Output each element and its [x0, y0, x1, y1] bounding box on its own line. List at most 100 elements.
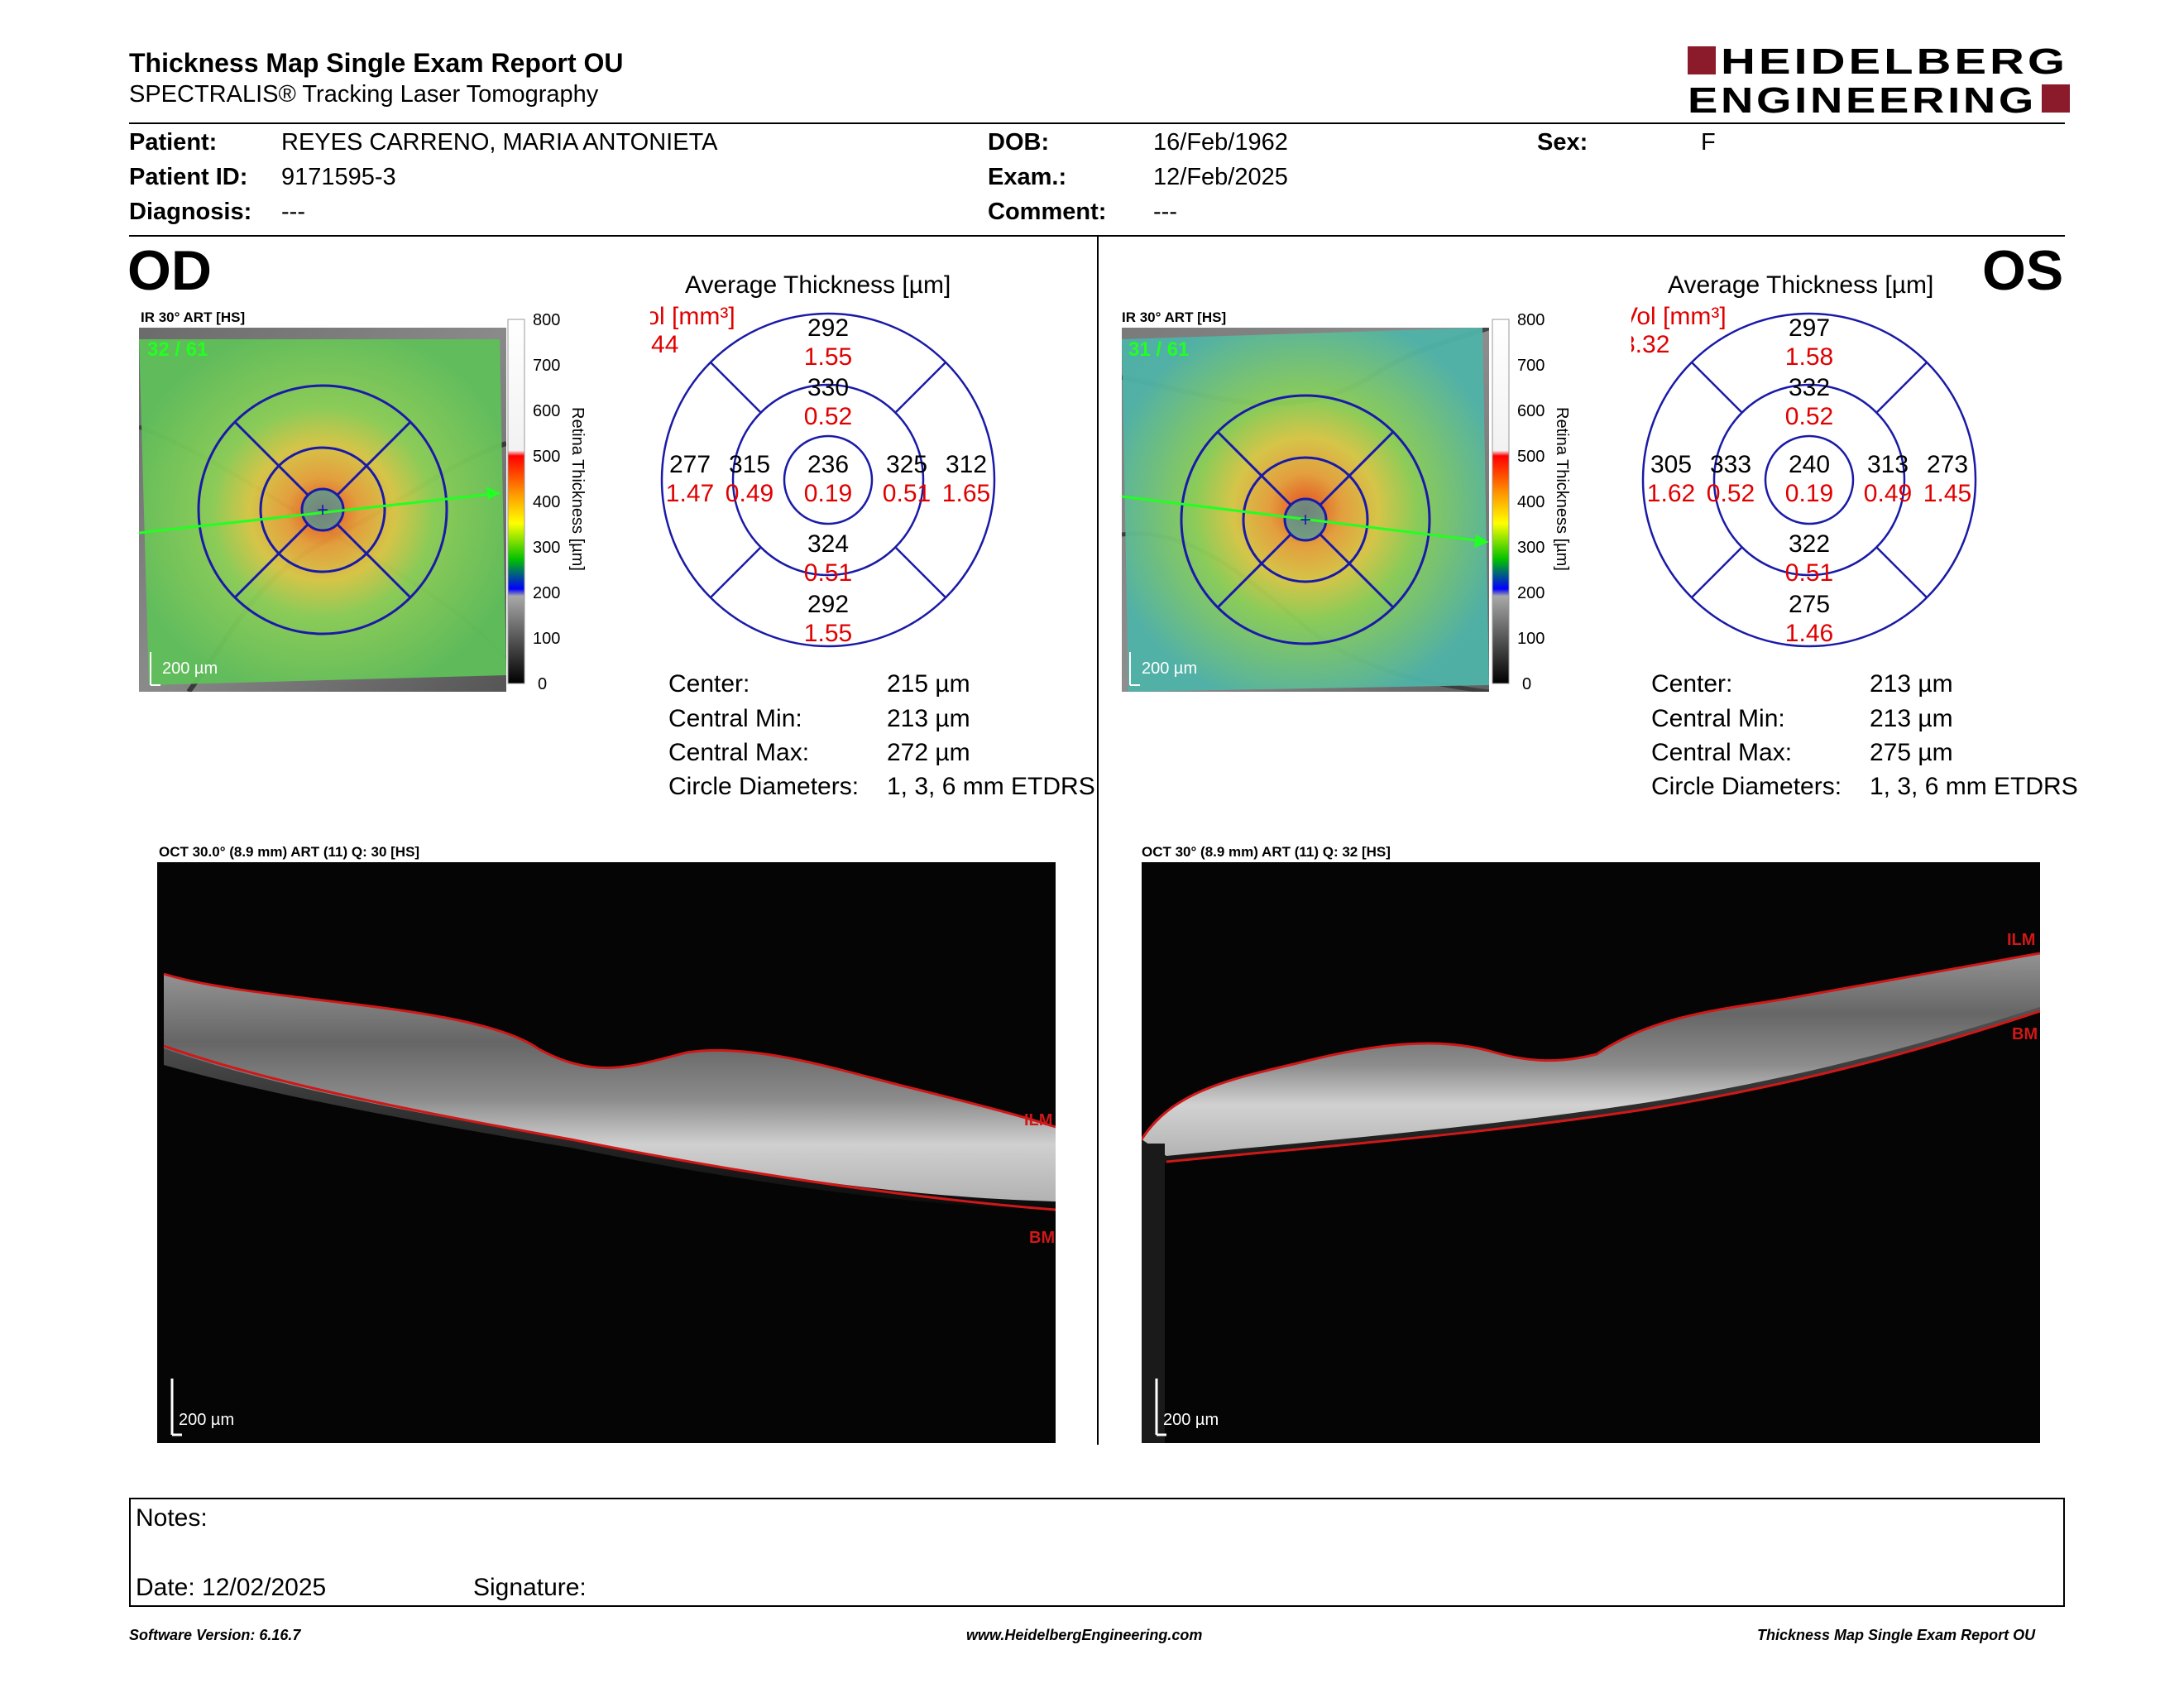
od-center-label: Center: — [668, 670, 750, 698]
os-eye-label: OS — [1982, 239, 2064, 302]
exam-label: Exam.: — [988, 164, 1067, 190]
os-max-value: 275 µm — [1870, 739, 1953, 766]
patient-name: REYES CARRENO, MARIA ANTONIETA — [281, 129, 718, 156]
os-etdrs-grid: Vol [mm³] 8.32 297 1.58 332 0.52 240 0.1… — [1631, 306, 1977, 648]
os-outer-left-volume: 1.62 — [1647, 480, 1695, 507]
os-oct-bscan: ILM BM 200 µm — [1142, 862, 2040, 1443]
comment-label: Comment: — [988, 199, 1107, 225]
date-label: Date: 12/02/2025 — [136, 1574, 327, 1601]
od-cbar-tick-0: 0 — [538, 675, 547, 693]
os-min-label: Central Min: — [1651, 705, 1785, 732]
os-inner-right-volume: 0.49 — [1864, 480, 1912, 507]
od-min-value: 213 µm — [887, 705, 970, 732]
od-cbar-tick-700: 700 — [533, 357, 560, 375]
os-cbar-tick-500: 500 — [1517, 448, 1545, 466]
od-cbar-tick-100: 100 — [533, 630, 560, 648]
od-inner-right-volume: 0.51 — [883, 480, 931, 507]
os-min-value: 213 µm — [1870, 705, 1953, 732]
os-center-value: 213 µm — [1870, 670, 1953, 698]
od-outer-sup-volume: 1.55 — [804, 343, 852, 371]
od-avg-title: Average Thickness [µm] — [685, 271, 951, 299]
os-cbar-tick-600: 600 — [1517, 402, 1545, 420]
os-outer-right-volume: 1.45 — [1923, 480, 1971, 507]
od-inner-inf-volume: 0.51 — [804, 559, 852, 587]
os-center-label: Center: — [1651, 670, 1733, 698]
od-colorbar: 800 700 600 500 400 300 200 100 0 Retina… — [507, 311, 587, 693]
report-title: Thickness Map Single Exam Report OU — [129, 48, 624, 78]
os-bm-label: BM — [2012, 1025, 2038, 1043]
eye-divider — [1097, 237, 1099, 1445]
od-vol-label: Vol [mm³] — [650, 306, 735, 330]
os-cbar-tick-0: 0 — [1522, 675, 1531, 693]
os-avg-title: Average Thickness [µm] — [1668, 271, 1934, 299]
header-divider — [129, 122, 2065, 124]
patient-divider — [129, 235, 2065, 237]
report-subtitle: SPECTRALIS® Tracking Laser Tomography — [129, 81, 599, 108]
os-outer-sup-thickness: 297 — [1789, 314, 1830, 342]
heidelberg-logo: HEIDELBERG ENGINEERING — [1688, 43, 2070, 119]
os-thickness-map: + 31 / 61 200 µm — [1122, 328, 1489, 692]
os-frame-count: 31 / 61 — [1128, 338, 1189, 361]
os-fundus-header: IR 30° ART [HS] — [1122, 309, 1227, 325]
od-eye-label: OD — [127, 239, 212, 302]
sex-value: F — [1701, 129, 1716, 156]
os-cbar-tick-700: 700 — [1517, 357, 1545, 375]
os-outer-left-thickness: 305 — [1650, 451, 1692, 478]
od-vol-value: 8.44 — [650, 331, 678, 358]
os-colorbar: 800 700 600 500 400 300 200 100 0 Retina… — [1492, 311, 1571, 693]
software-version: Software Version: 6.16.7 — [129, 1627, 301, 1643]
signature-label: Signature: — [473, 1574, 587, 1601]
dob-label: DOB: — [988, 129, 1050, 156]
od-max-value: 272 µm — [887, 739, 970, 766]
od-cbar-tick-800: 800 — [533, 311, 560, 329]
os-outer-inf-volume: 1.46 — [1785, 620, 1833, 647]
os-cbar-tick-800: 800 — [1517, 311, 1545, 329]
diagnosis-value: --- — [281, 199, 305, 225]
od-outer-right-thickness: 312 — [946, 451, 987, 478]
od-inner-sup-volume: 0.52 — [804, 403, 852, 430]
od-center-thickness: 236 — [807, 451, 849, 478]
os-cbar-tick-300: 300 — [1517, 539, 1545, 557]
os-diam-label: Circle Diameters: — [1651, 773, 1842, 800]
od-cbar-tick-400: 400 — [533, 493, 560, 511]
od-cbar-tick-500: 500 — [533, 448, 560, 466]
os-cbar-tick-100: 100 — [1517, 630, 1545, 648]
os-inner-inf-volume: 0.51 — [1785, 559, 1833, 587]
od-cbar-tick-200: 200 — [533, 584, 560, 602]
od-thickness-map: + 32 / 61 200 µm — [139, 328, 506, 692]
od-fundus-scale: 200 µm — [162, 659, 218, 678]
od-fundus-header: IR 30° ART [HS] — [141, 309, 246, 325]
od-oct-scale: 200 µm — [179, 1411, 234, 1429]
od-inner-left-volume: 0.49 — [726, 480, 774, 507]
od-oct-header: OCT 30.0° (8.9 mm) ART (11) Q: 30 [HS] — [159, 844, 420, 860]
od-inner-inf-thickness: 324 — [807, 530, 849, 558]
os-vol-value: 8.32 — [1631, 331, 1669, 358]
od-center-value: 215 µm — [887, 670, 970, 698]
od-diam-label: Circle Diameters: — [668, 773, 860, 800]
od-bm-label: BM — [1029, 1229, 1055, 1247]
os-inner-left-thickness: 333 — [1710, 451, 1751, 478]
patient-label: Patient: — [129, 129, 218, 156]
od-diam-value: 1, 3, 6 mm ETDRS — [887, 773, 1095, 800]
od-inner-right-thickness: 325 — [886, 451, 927, 478]
svg-text:+: + — [317, 499, 328, 521]
diagnosis-label: Diagnosis: — [129, 199, 252, 225]
os-outer-right-thickness: 273 — [1927, 451, 1968, 478]
report-footer-title: Thickness Map Single Exam Report OU — [1757, 1627, 2036, 1643]
logo-line2: ENGINEERING — [1688, 80, 2037, 119]
os-inner-left-volume: 0.52 — [1707, 480, 1755, 507]
os-max-label: Central Max: — [1651, 739, 1793, 766]
od-inner-left-thickness: 315 — [729, 451, 770, 478]
os-inner-sup-volume: 0.52 — [1785, 403, 1833, 430]
od-max-label: Central Max: — [668, 739, 810, 766]
svg-text:+: + — [1300, 509, 1311, 531]
patient-id: 9171595-3 — [281, 164, 396, 190]
website-link[interactable]: www.HeidelbergEngineering.com — [966, 1627, 1203, 1643]
os-inner-sup-thickness: 332 — [1789, 374, 1830, 401]
notes-box[interactable]: Notes: Date: 12/02/2025 Signature: — [129, 1498, 2065, 1607]
os-oct-scale: 200 µm — [1163, 1411, 1219, 1429]
os-cbar-tick-200: 200 — [1517, 584, 1545, 602]
od-cbar-label: Retina Thickness [µm] — [568, 407, 587, 571]
os-outer-inf-thickness: 275 — [1789, 591, 1830, 618]
od-outer-left-volume: 1.47 — [666, 480, 714, 507]
